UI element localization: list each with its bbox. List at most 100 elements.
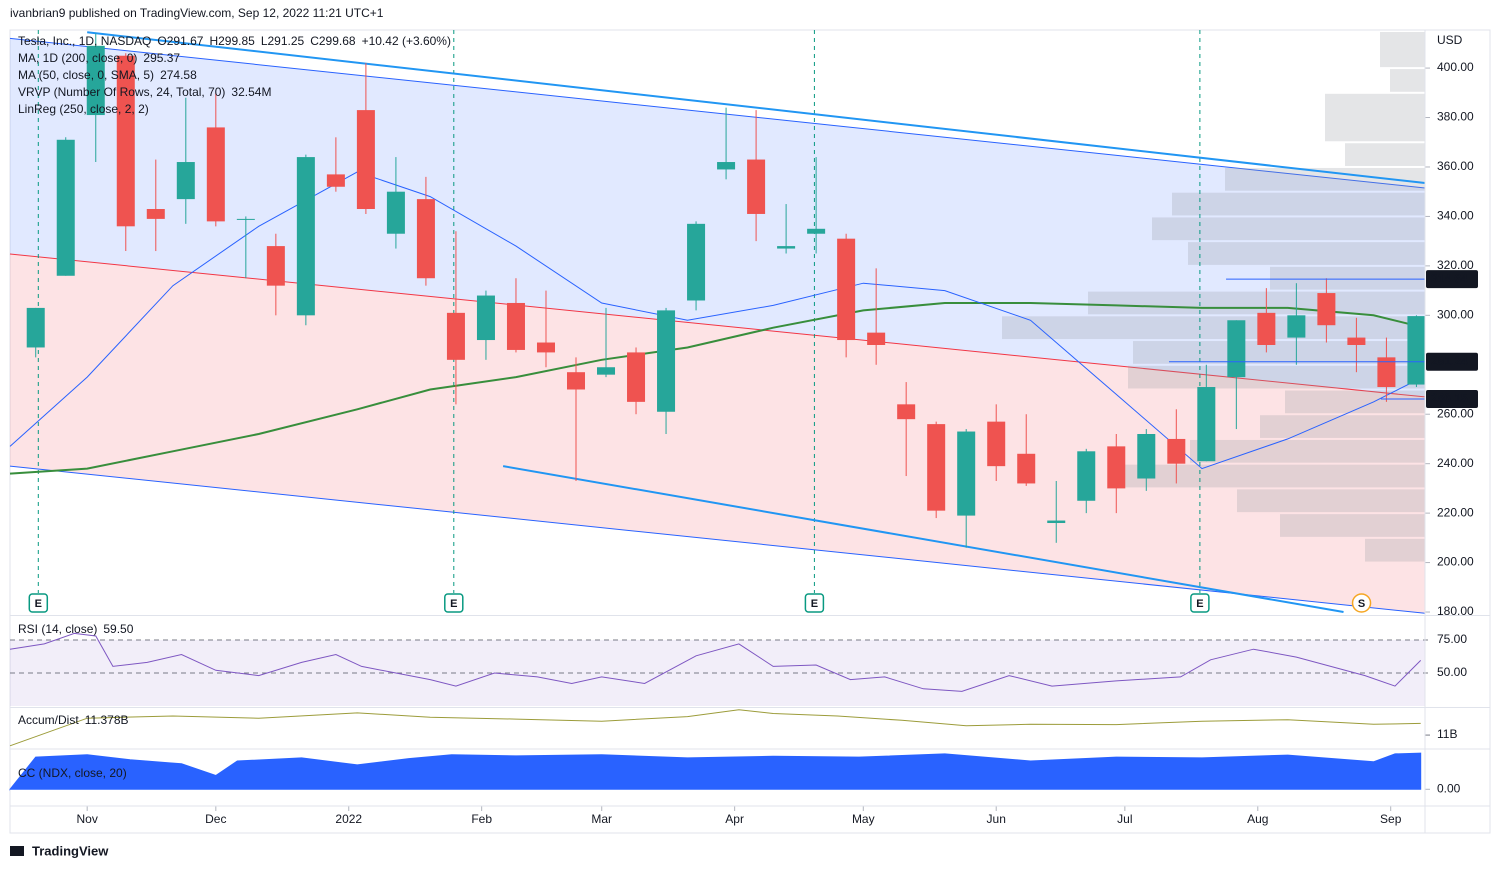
- candle-body: [1017, 453, 1036, 484]
- x-tick-label: Mar: [591, 812, 612, 826]
- candle-body: [897, 404, 916, 420]
- vrvp-bar: [1172, 192, 1425, 216]
- candle-body: [1257, 312, 1276, 345]
- candle-body: [717, 162, 736, 170]
- candle-body: [446, 312, 465, 360]
- y-tick-label: 75.00: [1437, 632, 1467, 646]
- indicator-line: [9, 709, 1421, 747]
- candle-body: [1107, 446, 1126, 489]
- x-tick-label: Aug: [1247, 812, 1268, 826]
- event-marker: [804, 593, 825, 613]
- vrvp-bar: [1270, 266, 1425, 290]
- candle-body: [1347, 337, 1366, 345]
- quote-value: L291.25: [261, 34, 305, 48]
- quote-value: H299.85: [209, 34, 255, 48]
- candle-body: [687, 223, 706, 301]
- event-label: E: [811, 598, 818, 610]
- brand: TradingView: [32, 843, 109, 858]
- candle-body: [86, 45, 105, 116]
- candle-body: [236, 218, 255, 220]
- candle-body: [56, 139, 75, 276]
- x-tick-label: Jun: [987, 812, 1006, 826]
- linreg-lower-fill: [10, 254, 1425, 614]
- vrvp-bar: [1325, 93, 1425, 142]
- currency: USD: [1437, 33, 1463, 47]
- candle-body: [627, 352, 646, 402]
- event-marker: [1351, 593, 1372, 613]
- candle-body: [476, 295, 495, 341]
- vrvp-bar: [1390, 69, 1425, 92]
- y-tick-label: 50.00: [1437, 665, 1467, 679]
- candle-body: [1047, 520, 1066, 524]
- y-tick-label: 300.00: [1437, 307, 1474, 321]
- level-label-bg: [1426, 352, 1478, 371]
- x-tick-label: Dec: [205, 812, 226, 826]
- event-marker: [1190, 593, 1210, 613]
- legend-name: MA (50, close, 0, SMA, 5): [18, 68, 154, 82]
- legend-name: MA, 1D (200, close, 0): [18, 51, 137, 65]
- x-tick-label: Jul: [1117, 812, 1132, 826]
- candle-body: [777, 246, 796, 249]
- level-label-bg: [1426, 390, 1478, 409]
- quote-value: C299.68: [310, 34, 356, 48]
- legend-name: CC (NDX, close, 20): [18, 766, 127, 780]
- vrvp-bar: [1260, 415, 1425, 438]
- indicator-area: [9, 752, 1422, 791]
- linreg-upper: [9, 37, 1426, 189]
- vrvp-bar: [1190, 439, 1425, 463]
- vrvp-bar: [1345, 143, 1425, 166]
- level-label-bg: [1426, 270, 1478, 289]
- candle-body: [747, 159, 766, 214]
- candle-body: [1317, 293, 1336, 326]
- candle-body: [1167, 438, 1186, 464]
- candle-body: [597, 367, 616, 375]
- legend-name: LinReg (250, close, 2, 2): [18, 102, 149, 116]
- vrvp-bar: [1365, 538, 1425, 562]
- logo: [10, 846, 24, 856]
- candle-body: [266, 246, 285, 286]
- event-marker: [28, 593, 49, 613]
- legend-value: 32.54M: [231, 85, 271, 99]
- vrvp-bar: [1225, 167, 1425, 191]
- level-label: 281.24: [1431, 354, 1468, 368]
- candle-body: [1377, 357, 1396, 388]
- event-label: S: [1358, 598, 1365, 610]
- level-label: 314.64: [1431, 271, 1468, 285]
- y-tick-label: 0.00: [1437, 781, 1461, 795]
- candle-body: [807, 228, 826, 234]
- author-line: ivanbrian9 published on TradingView.com,…: [10, 6, 384, 20]
- candle-body: [536, 342, 555, 353]
- trend-line: [502, 465, 1344, 614]
- x-tick-label: Nov: [77, 812, 98, 826]
- event-label: E: [450, 598, 457, 610]
- trend-line: [87, 31, 1426, 185]
- y-tick-label: 220.00: [1437, 505, 1474, 519]
- vrvp-bar: [1110, 464, 1425, 488]
- level-label: 266.15: [1431, 391, 1468, 405]
- symbol: Tesla, Inc., 1D, NASDAQ: [18, 34, 151, 48]
- y-tick-label: 180.00: [1437, 604, 1474, 618]
- vrvp-bar: [1285, 390, 1425, 414]
- quote-value: O291.67: [157, 34, 203, 48]
- legend-name: RSI (14, close): [18, 622, 97, 636]
- event-label: E: [35, 598, 42, 610]
- linreg-lower: [9, 465, 1426, 614]
- x-tick-label: Feb: [471, 812, 492, 826]
- candle-body: [1077, 451, 1096, 501]
- y-tick-label: 320.00: [1437, 258, 1474, 272]
- legend-name: VRVP (Number Of Rows, 24, Total, 70): [18, 85, 225, 99]
- y-tick-label: 200.00: [1437, 555, 1474, 569]
- candle-body: [957, 431, 976, 516]
- y-tick-label: 380.00: [1437, 110, 1474, 124]
- event-label: E: [1196, 598, 1203, 610]
- candle-body: [296, 157, 315, 316]
- y-tick-label: 360.00: [1437, 159, 1474, 173]
- event-marker: [444, 593, 464, 613]
- y-tick-label: 11B: [1437, 727, 1457, 741]
- legend-value: 11.378B: [85, 713, 129, 727]
- candle-body: [506, 302, 525, 350]
- x-tick-label: 2022: [335, 812, 362, 826]
- y-tick-label: 340.00: [1437, 209, 1474, 223]
- vrvp-bar: [1133, 341, 1425, 364]
